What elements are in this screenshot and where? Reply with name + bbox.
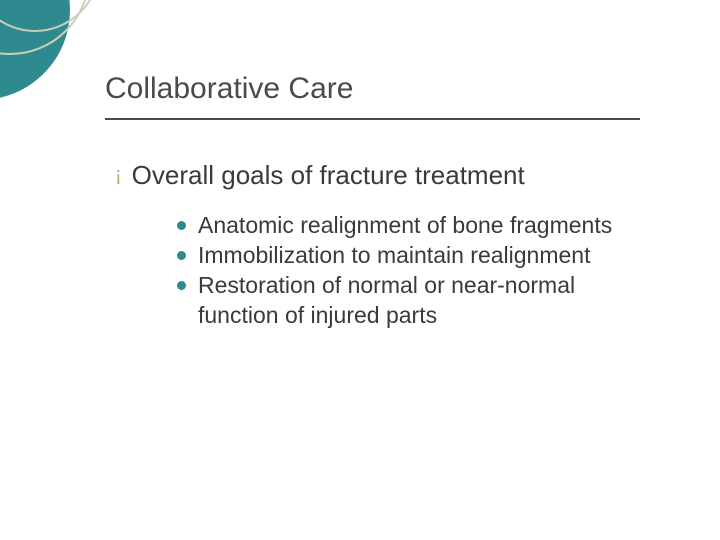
- level2-text: Immobilization to maintain realignment: [198, 240, 590, 270]
- slide-content: Collaborative Care ¡ Overall goals of fr…: [105, 72, 680, 330]
- level2-item: Restoration of normal or near-normal fun…: [177, 270, 680, 330]
- filled-circle-bullet-icon: [177, 251, 186, 260]
- level2-item: Immobilization to maintain realignment: [177, 240, 680, 270]
- level2-list: Anatomic realignment of bone fragments I…: [177, 210, 680, 330]
- decor-circle-outline-2: [0, 0, 100, 32]
- level1-text: Overall goals of fracture treatment: [132, 158, 525, 192]
- slide-title: Collaborative Care: [105, 72, 680, 116]
- level1-item: ¡ Overall goals of fracture treatment: [115, 158, 680, 192]
- hollow-circle-bullet-icon: ¡: [115, 158, 122, 192]
- level2-text: Restoration of normal or near-normal fun…: [198, 270, 658, 330]
- level2-item: Anatomic realignment of bone fragments: [177, 210, 680, 240]
- title-underline: [105, 118, 640, 120]
- filled-circle-bullet-icon: [177, 281, 186, 290]
- level2-text: Anatomic realignment of bone fragments: [198, 210, 612, 240]
- filled-circle-bullet-icon: [177, 221, 186, 230]
- level1-list: ¡ Overall goals of fracture treatment An…: [115, 158, 680, 330]
